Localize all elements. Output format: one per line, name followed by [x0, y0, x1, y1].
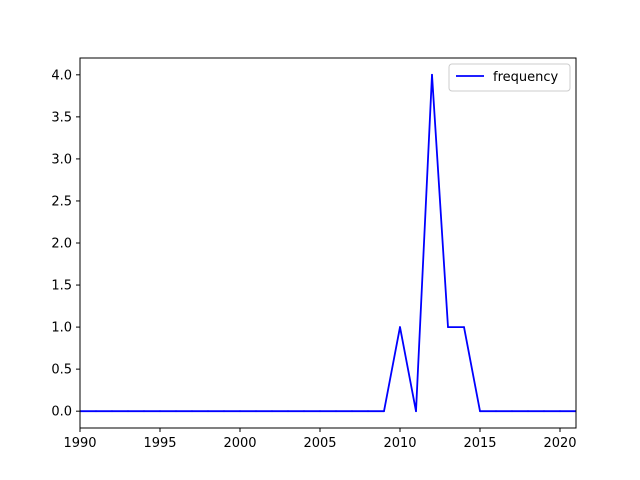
y-tick-label-3-5: 3.5	[51, 110, 72, 125]
series-line-frequency	[80, 73, 576, 413]
data-point-2011	[415, 410, 417, 413]
data-point-1994	[143, 410, 145, 413]
data-point-1991	[95, 410, 97, 413]
data-point-2015	[479, 410, 481, 413]
data-point-2004	[303, 410, 305, 413]
data-point-2019	[543, 410, 545, 413]
data-point-2009	[383, 410, 385, 413]
x-tick-label-2010: 2010	[383, 436, 416, 451]
data-point-2002	[271, 410, 273, 413]
data-point-2007	[351, 410, 353, 413]
y-tick-label-2: 2.0	[51, 237, 72, 252]
data-point-2016	[495, 410, 497, 413]
series-layer	[80, 73, 576, 413]
data-point-2013	[447, 326, 449, 328]
data-point-1995	[159, 410, 161, 413]
data-point-1997	[191, 410, 193, 413]
legend-box	[448, 63, 571, 92]
data-point-1996	[175, 410, 177, 413]
y-tick-label-0: 0.0	[51, 405, 72, 420]
data-point-2010	[399, 326, 401, 328]
data-point-2017	[511, 410, 513, 413]
x-tick-label-2015: 2015	[463, 436, 496, 451]
data-point-2020	[559, 410, 561, 413]
x-axis: 1990 1995 2000 2005 2010 2015 2020	[63, 428, 577, 451]
x-tick-label-1990: 1990	[63, 436, 96, 451]
data-point-2000	[239, 410, 241, 413]
data-point-2003	[287, 410, 289, 413]
data-point-2014	[463, 326, 465, 328]
y-tick-label-3: 3.0	[51, 152, 72, 167]
y-axis: 0.0 0.5 1.0 1.5 2.0 2.5 3.0 3.5 4.0	[51, 68, 80, 420]
x-tick-label-2000: 2000	[223, 436, 256, 451]
y-tick-label-4: 4.0	[51, 68, 72, 83]
x-tick-label-1995: 1995	[143, 436, 176, 451]
y-tick-label-1-5: 1.5	[51, 279, 72, 294]
data-point-1999	[223, 410, 225, 413]
y-tick-label-2-5: 2.5	[51, 194, 72, 209]
y-tick-label-0-5: 0.5	[51, 363, 72, 378]
plot-area	[80, 58, 576, 428]
data-point-1992	[111, 410, 113, 413]
legend-label-frequency: frequency	[493, 70, 559, 85]
y-tick-label-1: 1.0	[51, 321, 72, 336]
x-tick-label-2020: 2020	[543, 436, 576, 451]
data-point-2018	[527, 410, 529, 413]
data-point-2001	[255, 410, 257, 413]
data-point-1998	[207, 410, 209, 413]
data-point-2006	[335, 410, 337, 413]
data-point-2005	[319, 410, 321, 413]
legend: frequency	[448, 63, 571, 92]
data-point-2012	[431, 73, 433, 76]
data-point-1993	[127, 410, 129, 413]
x-tick-label-2005: 2005	[303, 436, 336, 451]
data-point-2008	[367, 410, 369, 413]
